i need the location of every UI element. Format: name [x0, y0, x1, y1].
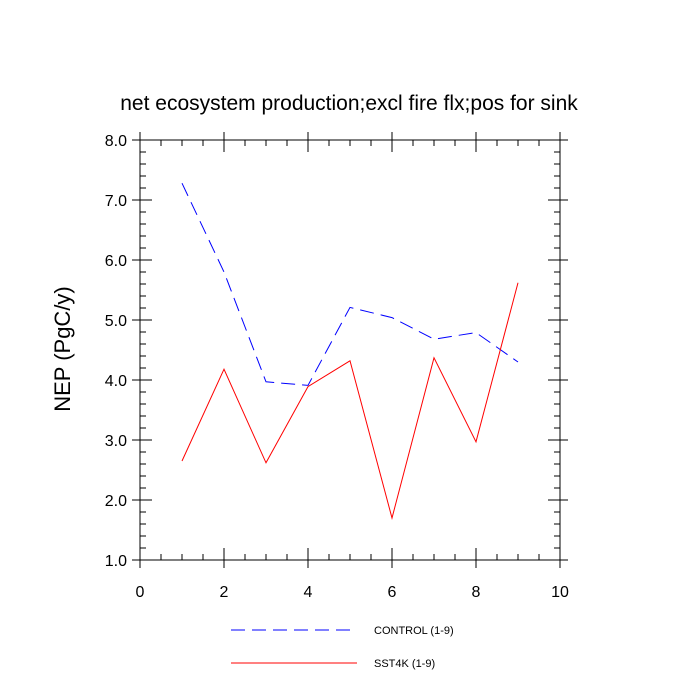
- series-line-control: [181, 182, 519, 386]
- x-tick-label: 8: [472, 584, 481, 601]
- x-tick-label: 10: [551, 584, 569, 601]
- x-tick-label: 0: [136, 584, 145, 601]
- y-tick-label: 3.0: [105, 433, 127, 450]
- plot-frame: [139, 139, 561, 561]
- x-tick-label: 4: [304, 584, 313, 601]
- y-tick-label: 5.0: [105, 313, 127, 330]
- axis-ticks: [132, 132, 568, 568]
- y-tick-label: 4.0: [105, 373, 127, 390]
- legend-label: SST4K (1-9): [374, 658, 435, 670]
- y-axis-label: NEP (PgC/y): [50, 286, 75, 412]
- y-tick-label: 7.0: [105, 193, 127, 210]
- x-tick-label: 6: [388, 584, 397, 601]
- y-tick-label: 1.0: [105, 553, 127, 570]
- chart-title: net ecosystem production;excl fire flx;p…: [120, 92, 578, 115]
- series-lines: [181, 182, 519, 520]
- legend-label: CONTROL (1-9): [374, 625, 454, 637]
- y-tick-label: 2.0: [105, 493, 127, 510]
- legend: CONTROL (1-9) SST4K (1-9): [231, 625, 454, 670]
- y-tick-label: 8.0: [105, 133, 127, 150]
- tick-labels: 0 2 4 6 8 10 1.0 2.0 3.0 4.0 5.0 6.0 7.0 8.0: [105, 133, 569, 601]
- y-tick-label: 6.0: [105, 253, 127, 270]
- x-tick-label: 2: [220, 584, 229, 601]
- series-line-sst4k: [181, 282, 519, 520]
